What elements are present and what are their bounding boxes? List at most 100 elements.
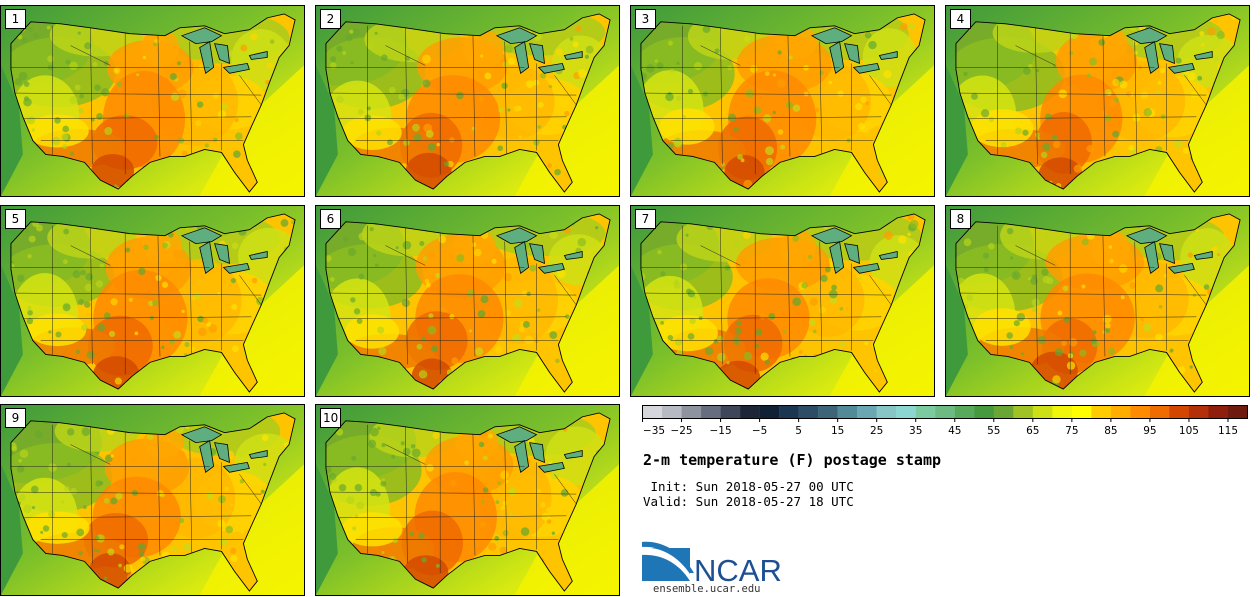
- colorbar-segment: [1169, 405, 1190, 419]
- great-lake: [844, 243, 860, 265]
- great-lake: [495, 426, 538, 444]
- temperature-map: [1, 206, 304, 396]
- great-lake: [1125, 227, 1168, 245]
- state-boundaries: [325, 225, 577, 375]
- great-lake: [1159, 243, 1175, 265]
- ensemble-member-panel-7: 7: [630, 205, 935, 397]
- coastline: [325, 213, 611, 393]
- member-number-label: 7: [635, 209, 656, 229]
- ncar-logo: NCAR: [642, 541, 782, 585]
- colorbar-segment: [1188, 405, 1209, 419]
- init-time: Init: Sun 2018-05-27 00 UTC: [643, 479, 854, 494]
- great-lake: [810, 27, 853, 45]
- colorbar-segment: [876, 405, 897, 419]
- ensemble-member-panel-1: 1: [0, 5, 305, 197]
- great-lake: [563, 251, 583, 260]
- colorbar-segment: [896, 405, 916, 419]
- state-boundaries: [955, 225, 1207, 375]
- member-number-label: 5: [5, 209, 26, 229]
- temperature-map: [316, 405, 619, 595]
- colorbar-segment: [1130, 405, 1151, 419]
- state-boundaries: [640, 225, 892, 375]
- colorbar-tick-label: 55: [987, 425, 1000, 437]
- colorbar-tick-label: 35: [909, 425, 922, 437]
- member-number-label: 4: [950, 9, 971, 29]
- colorbar-tick-label: 85: [1104, 425, 1117, 437]
- state-boundaries: [955, 25, 1207, 175]
- temperature-map: [1, 6, 304, 196]
- colorbar-segment: [1149, 405, 1170, 419]
- ensemble-member-panel-5: 5: [0, 205, 305, 397]
- state-boundaries: [10, 225, 262, 375]
- colorbar-tick-label: 15: [831, 425, 844, 437]
- colorbar-tick-label: 45: [948, 425, 961, 437]
- pacific-ocean: [1, 265, 23, 396]
- colorbar-tick-label: 115: [1218, 425, 1238, 437]
- atlantic-gulf-ocean: [1144, 65, 1249, 196]
- great-lake: [563, 450, 583, 459]
- coastline: [640, 13, 926, 193]
- colorbar-segment: [662, 405, 682, 419]
- state-boundaries: [10, 424, 262, 574]
- ensemble-member-panel-9: 9: [0, 404, 305, 596]
- great-lake: [214, 243, 230, 265]
- colorbar-frame: [642, 405, 1248, 419]
- coastline: [10, 13, 296, 193]
- colorbar-segment: [837, 405, 858, 419]
- colorbar-segment: [993, 405, 1014, 419]
- great-lake: [1144, 40, 1160, 74]
- great-lake: [529, 43, 545, 65]
- atlantic-gulf-ocean: [829, 65, 934, 196]
- great-lake: [529, 442, 545, 464]
- great-lake: [199, 439, 215, 473]
- member-number-label: 9: [5, 408, 26, 428]
- great-lake: [222, 262, 250, 274]
- colorbar-tick-label: −5: [752, 425, 767, 437]
- colorbar-tick-label: −35: [643, 425, 665, 437]
- temperature-map: [631, 6, 934, 196]
- atlantic-gulf-ocean: [199, 65, 304, 196]
- great-lake: [180, 27, 223, 45]
- colorbar-segment: [1110, 405, 1131, 419]
- great-lake: [514, 439, 530, 473]
- great-lake: [852, 262, 880, 274]
- colorbar-tick-label: 95: [1143, 425, 1156, 437]
- colorbar-tick-label: −25: [670, 425, 692, 437]
- colorbar-tick-label: 25: [870, 425, 883, 437]
- temperature-map: [316, 206, 619, 396]
- figure-title: 2-m temperature (F) postage stamp: [643, 451, 942, 469]
- atlantic-gulf-ocean: [199, 265, 304, 396]
- temperature-map: [946, 206, 1249, 396]
- pacific-ocean: [316, 265, 338, 396]
- pacific-ocean: [1, 65, 23, 196]
- temperature-map: [1, 405, 304, 595]
- land-temperature-field: [325, 13, 611, 193]
- colorbar-segment: [857, 405, 877, 419]
- colorbar-tick-label: 5: [795, 425, 802, 437]
- great-lake: [1193, 251, 1213, 260]
- pacific-ocean: [631, 265, 653, 396]
- ensemble-member-panel-2: 2: [315, 5, 620, 197]
- state-boundaries: [325, 25, 577, 175]
- colorbar-tick-label: 75: [1065, 425, 1078, 437]
- pacific-ocean: [316, 464, 338, 595]
- great-lake: [248, 450, 268, 459]
- great-lake: [1193, 51, 1213, 60]
- great-lake: [180, 227, 223, 245]
- colorbar-segment: [740, 405, 760, 419]
- great-lake: [529, 243, 545, 265]
- member-number-label: 2: [320, 9, 341, 29]
- colorbar-segment: [642, 405, 663, 419]
- state-boundaries: [10, 25, 262, 175]
- pacific-ocean: [631, 65, 653, 196]
- ensemble-url: ensemble.ucar.edu: [653, 583, 761, 595]
- great-lake: [878, 251, 898, 260]
- great-lake: [852, 62, 880, 74]
- great-lake: [248, 51, 268, 60]
- ensemble-member-panel-4: 4: [945, 5, 1250, 197]
- colorbar-segment: [1052, 405, 1073, 419]
- colorbar-segment: [1227, 405, 1248, 419]
- coastline: [10, 412, 296, 592]
- colorbar-segment: [1208, 405, 1229, 419]
- pacific-ocean: [316, 65, 338, 196]
